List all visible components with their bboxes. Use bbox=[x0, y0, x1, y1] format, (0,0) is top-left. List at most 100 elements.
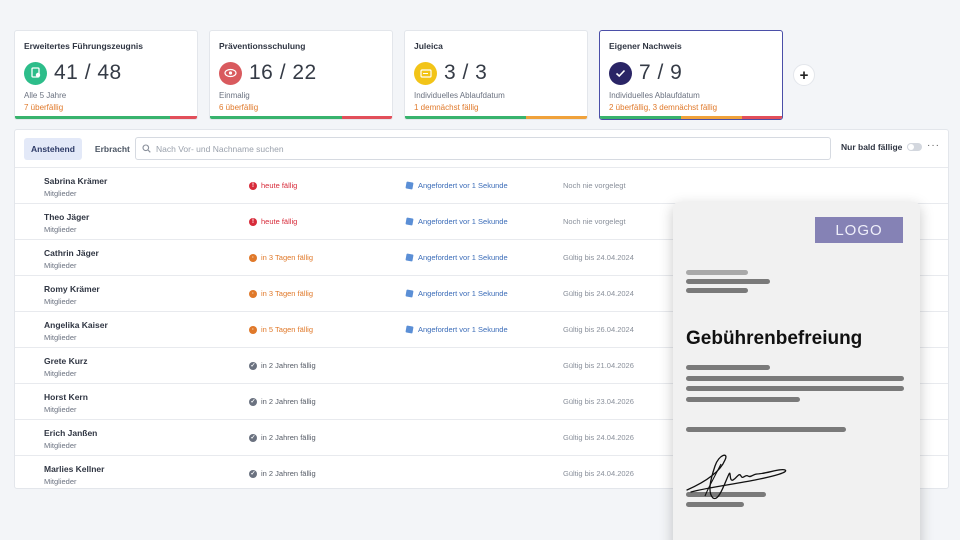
member-name: Sabrina Krämer bbox=[44, 176, 108, 186]
search-input[interactable]: Nach Vor- und Nachname suchen bbox=[135, 137, 831, 160]
due-status: · in 5 Tagen fällig bbox=[249, 325, 313, 334]
table-row[interactable]: Theo Jäger Mitglieder ! heute fällig Ange… bbox=[15, 203, 948, 239]
member-name: Cathrin Jäger bbox=[44, 248, 99, 258]
due-status: · in 3 Tagen fällig bbox=[249, 253, 313, 262]
card-count: 3 / 3 bbox=[444, 61, 488, 84]
card-count: 16 / 22 bbox=[249, 61, 317, 84]
table-row[interactable]: Romy Krämer Mitglieder · in 3 Tagen fälli… bbox=[15, 275, 948, 311]
add-proof-type-button[interactable]: + bbox=[793, 64, 815, 86]
request-icon bbox=[405, 325, 414, 334]
document-text-line bbox=[686, 427, 846, 432]
due-status-text: in 2 Jahren fällig bbox=[261, 433, 316, 442]
certificate-icon bbox=[24, 61, 47, 85]
member-name: Theo Jäger bbox=[44, 212, 90, 222]
search-icon bbox=[142, 144, 151, 153]
check-circle-icon: ✓ bbox=[249, 433, 257, 442]
table-row[interactable]: Erich Janßen Mitglieder ✓ in 2 Jahren fäl… bbox=[15, 419, 948, 455]
table-row[interactable]: Grete Kurz Mitglieder ✓ in 2 Jahren fälli… bbox=[15, 347, 948, 383]
more-options-button[interactable]: ··· bbox=[927, 140, 940, 151]
card-interval: Individuelles Ablaufdatum bbox=[609, 91, 700, 100]
card-warning: 6 überfällig bbox=[219, 103, 259, 112]
table-row[interactable]: Horst Kern Mitglieder ✓ in 2 Jahren fälli… bbox=[15, 383, 948, 419]
card-eigener-nachweis[interactable]: Eigener Nachweis 7 / 9 Individuelles Abl… bbox=[599, 30, 783, 120]
check-circle-icon: ✓ bbox=[249, 397, 257, 406]
due-status-text: in 2 Jahren fällig bbox=[261, 361, 316, 370]
member-role: Mitglieder bbox=[44, 441, 77, 450]
member-role: Mitglieder bbox=[44, 369, 77, 378]
validity: Noch nie vorgelegt bbox=[563, 217, 626, 226]
clock-icon: · bbox=[249, 253, 257, 262]
request-icon bbox=[405, 289, 414, 298]
request-status[interactable]: Angefordert vor 1 Sekunde bbox=[405, 181, 508, 190]
due-status-text: heute fällig bbox=[261, 181, 298, 190]
due-status-text: in 3 Tagen fällig bbox=[261, 289, 313, 298]
card-praeventionsschulung[interactable]: Präventionsschulung 16 / 22 Einmalig 6 ü… bbox=[209, 30, 393, 120]
card-title: Präventionsschulung bbox=[219, 41, 306, 51]
due-status-text: heute fällig bbox=[261, 217, 298, 226]
table-row[interactable]: Marlies Kellner Mitglieder ✓ in 2 Jahren … bbox=[15, 455, 948, 491]
proof-type-cards: Erweitertes Führungszeugnis 41 / 48 Alle… bbox=[14, 30, 783, 120]
member-role: Mitglieder bbox=[44, 477, 77, 486]
due-status-text: in 3 Tagen fällig bbox=[261, 253, 313, 262]
due-status: ✓ in 2 Jahren fällig bbox=[249, 397, 316, 406]
card-title: Juleica bbox=[414, 41, 443, 51]
due-status: ✓ in 2 Jahren fällig bbox=[249, 361, 316, 370]
card-progress-bar bbox=[210, 116, 392, 119]
request-status-text: Angefordert vor 1 Sekunde bbox=[418, 253, 508, 262]
card-progress-bar bbox=[405, 116, 587, 119]
due-status-text: in 2 Jahren fällig bbox=[261, 397, 316, 406]
request-status-text: Angefordert vor 1 Sekunde bbox=[418, 181, 508, 190]
member-name: Romy Krämer bbox=[44, 284, 100, 294]
card-juleica[interactable]: Juleica 3 / 3 Individuelles Ablaufdatum … bbox=[404, 30, 588, 120]
card-warning: 1 demnächst fällig bbox=[414, 103, 479, 112]
toggle-switch[interactable] bbox=[907, 143, 923, 151]
due-status: ✓ in 2 Jahren fällig bbox=[249, 433, 316, 442]
alert-icon: ! bbox=[249, 217, 257, 226]
card-warning: 7 überfällig bbox=[24, 103, 64, 112]
member-name: Horst Kern bbox=[44, 392, 88, 402]
members-table: Sabrina Krämer Mitglieder ! heute fällig … bbox=[15, 167, 948, 491]
request-icon bbox=[405, 217, 414, 226]
eye-icon bbox=[219, 61, 242, 85]
due-status: ✓ in 2 Jahren fällig bbox=[249, 469, 316, 478]
card-warning: 2 überfällig, 3 demnächst fällig bbox=[609, 103, 718, 112]
check-icon bbox=[609, 61, 632, 85]
document-title: Gebührenbefreiung bbox=[686, 328, 863, 349]
member-role: Mitglieder bbox=[44, 261, 77, 270]
tab-done[interactable]: Erbracht bbox=[94, 144, 130, 154]
request-icon bbox=[405, 181, 414, 190]
member-role: Mitglieder bbox=[44, 189, 77, 198]
request-status[interactable]: Angefordert vor 1 Sekunde bbox=[405, 217, 508, 226]
member-role: Mitglieder bbox=[44, 333, 77, 342]
due-status-text: in 2 Jahren fällig bbox=[261, 469, 316, 478]
member-name: Marlies Kellner bbox=[44, 464, 105, 474]
document-text-line bbox=[686, 279, 770, 284]
alert-icon: ! bbox=[249, 181, 257, 190]
card-interval: Alle 5 Jahre bbox=[24, 91, 67, 100]
member-role: Mitglieder bbox=[44, 405, 77, 414]
check-circle-icon: ✓ bbox=[249, 469, 257, 478]
document-text-line bbox=[686, 502, 744, 507]
card-title: Eigener Nachweis bbox=[609, 41, 682, 51]
request-status[interactable]: Angefordert vor 1 Sekunde bbox=[405, 289, 508, 298]
request-status[interactable]: Angefordert vor 1 Sekunde bbox=[405, 325, 508, 334]
request-status-text: Angefordert vor 1 Sekunde bbox=[418, 289, 508, 298]
tab-pending[interactable]: Anstehend bbox=[24, 138, 82, 160]
table-row[interactable]: Cathrin Jäger Mitglieder · in 3 Tagen fäl… bbox=[15, 239, 948, 275]
due-status: ! heute fällig bbox=[249, 217, 297, 226]
table-row[interactable]: Sabrina Krämer Mitglieder ! heute fällig … bbox=[15, 167, 948, 203]
request-status[interactable]: Angefordert vor 1 Sekunde bbox=[405, 253, 508, 262]
due-status-text: in 5 Tagen fällig bbox=[261, 325, 313, 334]
card-count: 7 / 9 bbox=[639, 61, 683, 84]
toggle-label: Nur bald fällige bbox=[841, 142, 903, 152]
validity: Gültig bis 26.04.2024 bbox=[563, 325, 634, 334]
signature-icon bbox=[686, 454, 787, 500]
due-status: ! heute fällig bbox=[249, 181, 297, 190]
due-soon-filter[interactable]: Nur bald fällige bbox=[841, 142, 923, 152]
table-row[interactable]: Angelika Kaiser Mitglieder · in 5 Tagen f… bbox=[15, 311, 948, 347]
validity: Gültig bis 23.04.2026 bbox=[563, 397, 634, 406]
validity: Gültig bis 24.04.2024 bbox=[563, 289, 634, 298]
document-text-line bbox=[686, 365, 770, 370]
card-interval: Individuelles Ablaufdatum bbox=[414, 91, 505, 100]
card-fuehrungszeugnis[interactable]: Erweitertes Führungszeugnis 41 / 48 Alle… bbox=[14, 30, 198, 120]
